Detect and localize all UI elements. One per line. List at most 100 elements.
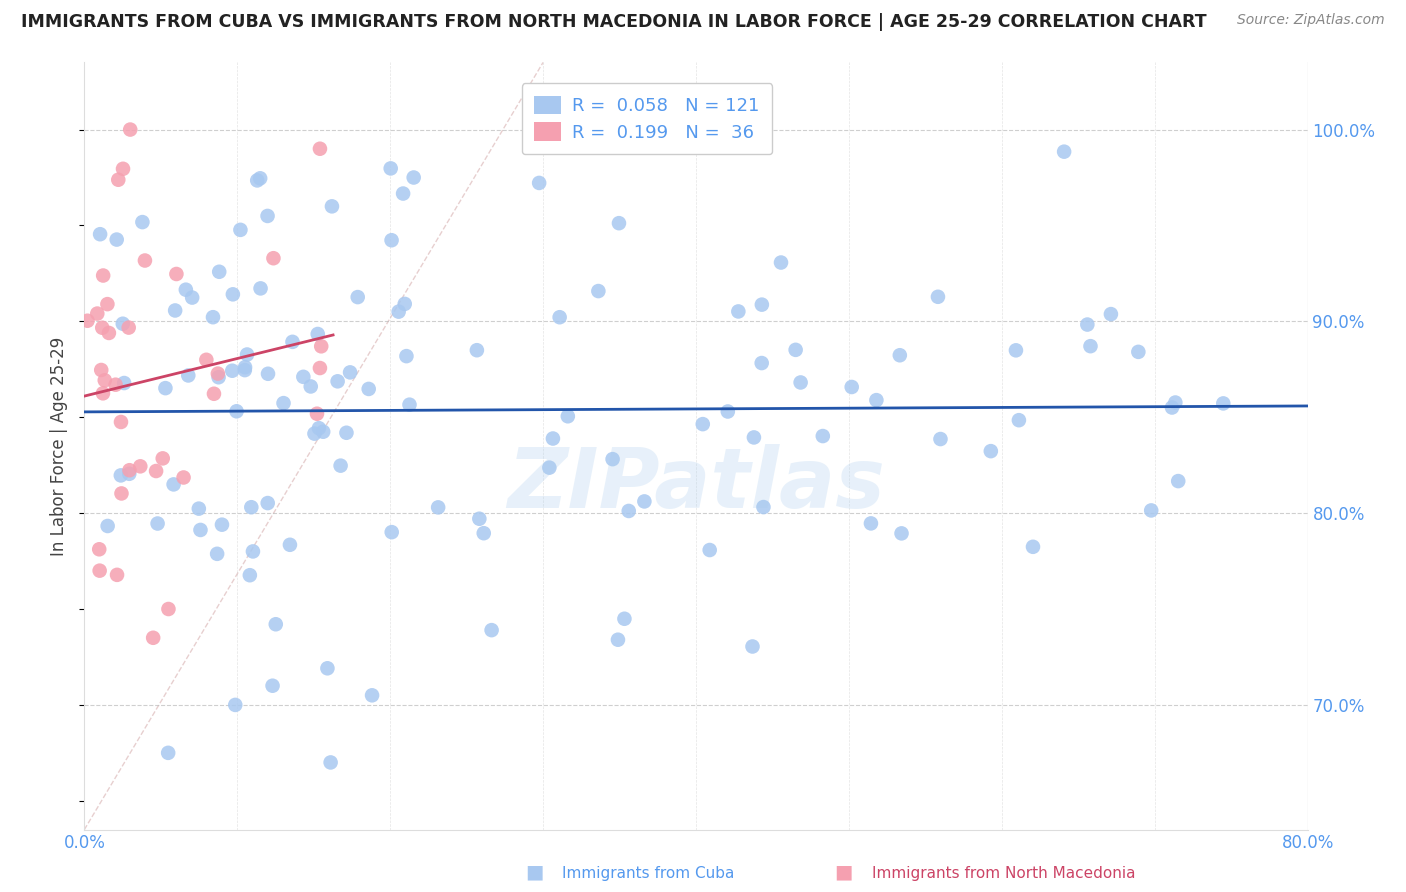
Point xyxy=(162,477,184,491)
Point xyxy=(752,500,775,514)
Point xyxy=(195,352,218,367)
Point xyxy=(321,199,343,213)
Point xyxy=(236,347,259,361)
Point xyxy=(357,382,380,396)
Point xyxy=(1076,318,1098,332)
Point xyxy=(262,251,284,265)
Point xyxy=(221,364,243,378)
Point xyxy=(527,176,550,190)
Point xyxy=(319,756,342,770)
Point xyxy=(211,517,233,532)
Point xyxy=(717,404,740,418)
Point xyxy=(110,468,132,483)
Point xyxy=(257,367,280,381)
Point xyxy=(692,417,714,431)
Point xyxy=(239,568,262,582)
Point xyxy=(152,451,174,466)
Point xyxy=(107,173,129,187)
Point xyxy=(205,547,228,561)
Point xyxy=(316,661,339,675)
Point xyxy=(225,404,247,418)
Point xyxy=(339,365,361,379)
Point xyxy=(890,526,912,541)
Point xyxy=(602,452,624,467)
Point xyxy=(769,255,792,269)
Point xyxy=(381,525,404,540)
Point xyxy=(299,379,322,393)
Point xyxy=(309,339,332,353)
Text: ■: ■ xyxy=(524,863,544,881)
Point xyxy=(388,304,411,318)
Point xyxy=(699,543,721,558)
Point xyxy=(105,567,128,582)
Point xyxy=(980,444,1002,458)
Point xyxy=(304,426,326,441)
Point xyxy=(727,304,749,318)
Point xyxy=(240,500,263,515)
Point xyxy=(361,689,384,703)
Point xyxy=(751,298,773,312)
Text: ZIPatlas: ZIPatlas xyxy=(508,444,884,524)
Point xyxy=(249,281,271,295)
Point xyxy=(395,349,418,363)
Point xyxy=(929,432,952,446)
Point xyxy=(76,314,98,328)
Point xyxy=(207,370,229,384)
Point xyxy=(187,501,209,516)
Point xyxy=(380,233,402,247)
Point xyxy=(224,698,246,712)
Point xyxy=(104,377,127,392)
Point xyxy=(91,268,114,283)
Point xyxy=(292,369,315,384)
Point xyxy=(281,334,304,349)
Point xyxy=(1099,307,1122,321)
Point xyxy=(155,381,177,395)
Point xyxy=(181,291,204,305)
Point xyxy=(548,310,571,325)
Point xyxy=(89,542,111,557)
Point xyxy=(278,538,301,552)
Point xyxy=(129,459,152,474)
Point xyxy=(110,486,132,500)
Point xyxy=(392,186,415,201)
Point xyxy=(841,380,863,394)
Point xyxy=(742,430,765,444)
Point xyxy=(157,602,180,616)
Point xyxy=(1128,344,1150,359)
Point xyxy=(398,398,420,412)
Point xyxy=(174,283,197,297)
Point xyxy=(201,310,224,325)
Point xyxy=(86,307,108,321)
Point xyxy=(256,209,278,223)
Point xyxy=(262,679,284,693)
Y-axis label: In Labor Force | Age 25-29: In Labor Force | Age 25-29 xyxy=(51,336,69,556)
Point xyxy=(865,393,887,408)
Point xyxy=(173,470,195,484)
Point xyxy=(607,216,630,230)
Point xyxy=(335,425,357,440)
Point xyxy=(264,617,287,632)
Point xyxy=(927,290,949,304)
Point xyxy=(131,215,153,229)
Point xyxy=(202,386,225,401)
Point xyxy=(97,519,120,533)
Point xyxy=(811,429,834,443)
Point xyxy=(157,746,180,760)
Point xyxy=(105,233,128,247)
Point xyxy=(165,303,187,318)
Point xyxy=(89,227,111,242)
Text: Source: ZipAtlas.com: Source: ZipAtlas.com xyxy=(1237,13,1385,28)
Point xyxy=(541,432,564,446)
Point xyxy=(90,363,112,377)
Point xyxy=(613,612,636,626)
Point xyxy=(741,640,763,654)
Point xyxy=(242,544,264,558)
Point xyxy=(94,373,117,387)
Point xyxy=(1167,474,1189,488)
Point xyxy=(134,253,156,268)
Point xyxy=(309,142,332,156)
Point xyxy=(112,376,135,390)
Point xyxy=(145,464,167,478)
Text: ■: ■ xyxy=(834,863,853,881)
Legend: R =  0.058   N = 121, R =  0.199   N =  36: R = 0.058 N = 121, R = 0.199 N = 36 xyxy=(522,83,772,154)
